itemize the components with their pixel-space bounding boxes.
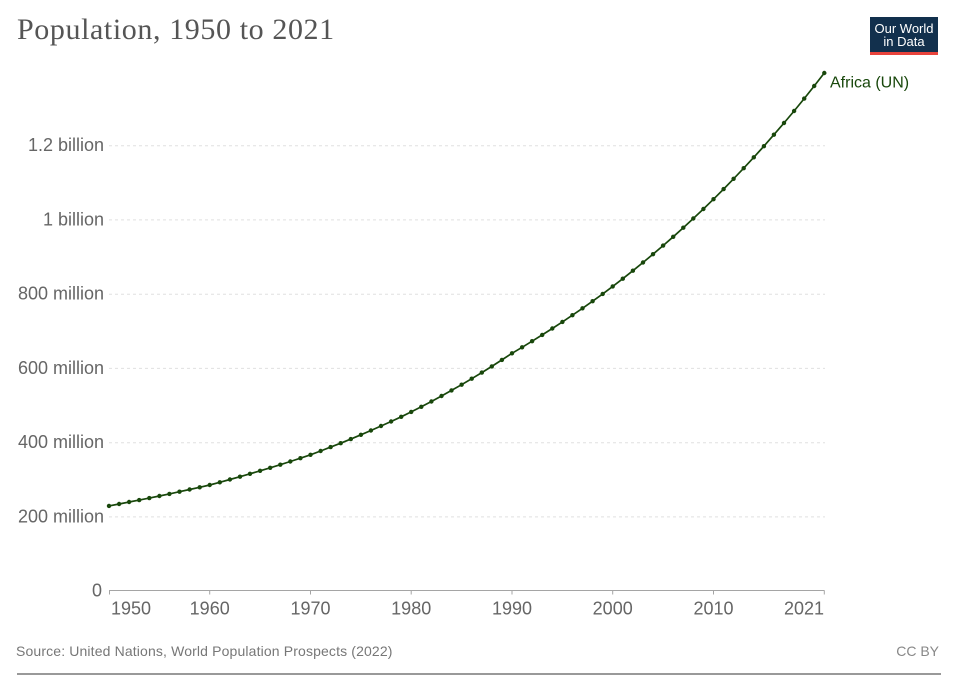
svg-text:2010: 2010	[693, 599, 733, 619]
svg-text:1960: 1960	[190, 599, 230, 619]
svg-text:1970: 1970	[290, 599, 330, 619]
svg-text:1950: 1950	[111, 599, 151, 619]
svg-text:200 million: 200 million	[18, 506, 104, 526]
svg-text:1980: 1980	[391, 599, 431, 619]
svg-text:800 million: 800 million	[18, 284, 104, 304]
svg-text:0: 0	[92, 581, 102, 601]
svg-text:2000: 2000	[593, 599, 633, 619]
svg-text:1990: 1990	[492, 599, 532, 619]
svg-text:2021: 2021	[784, 599, 824, 619]
svg-text:Africa (UN): Africa (UN)	[830, 75, 909, 92]
svg-text:400 million: 400 million	[18, 432, 104, 452]
svg-text:600 million: 600 million	[18, 358, 104, 378]
svg-text:1.2 billion: 1.2 billion	[28, 135, 104, 155]
svg-text:1 billion: 1 billion	[43, 209, 104, 229]
